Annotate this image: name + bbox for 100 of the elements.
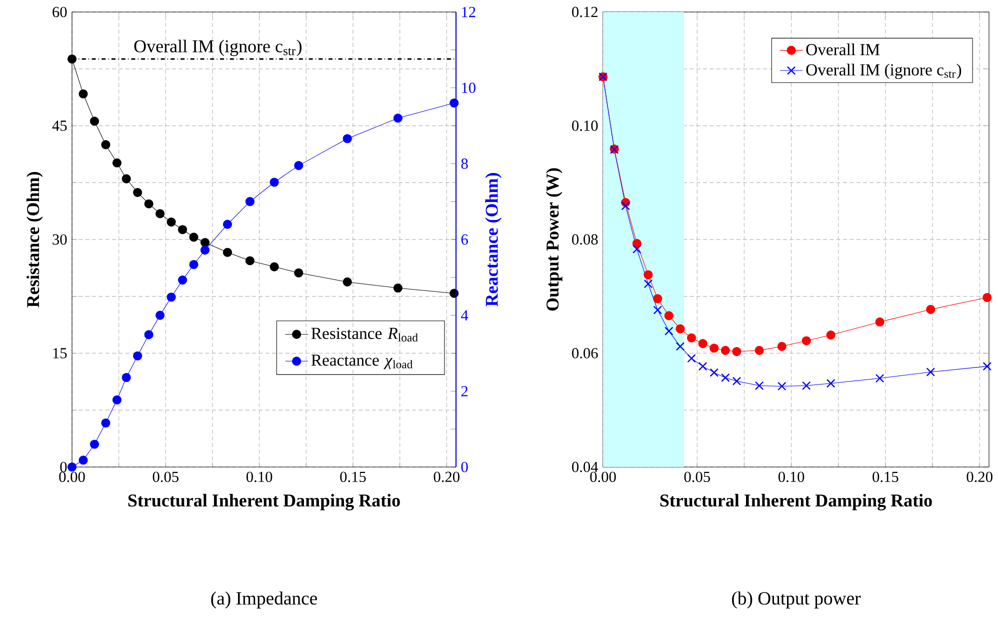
point xyxy=(178,225,188,234)
point xyxy=(90,440,100,449)
point xyxy=(778,382,786,391)
point xyxy=(189,232,198,242)
y2-tick-label: 8 xyxy=(461,158,468,169)
x-tick-label: 0.20 xyxy=(966,472,992,482)
point xyxy=(686,333,696,342)
point xyxy=(78,89,88,98)
y-tick-label: 0.04 xyxy=(572,462,598,472)
point xyxy=(676,324,685,334)
y-tick-label: 0.06 xyxy=(572,348,598,358)
point xyxy=(710,344,719,353)
x-axis-title: Structural Inherent Damping Ratio xyxy=(660,494,932,510)
y2-tick-label: 2 xyxy=(461,386,468,396)
point xyxy=(67,462,77,472)
point xyxy=(393,283,402,293)
point xyxy=(802,381,811,390)
y-tick-label: 0.08 xyxy=(572,234,598,245)
point xyxy=(754,346,764,355)
point xyxy=(200,238,210,248)
point xyxy=(200,246,210,255)
point xyxy=(294,161,304,170)
point xyxy=(754,381,764,390)
point xyxy=(122,372,131,382)
y-tick-label: 0.10 xyxy=(572,120,598,131)
y-axis-title: Output Power (W) xyxy=(546,168,562,311)
point xyxy=(698,362,708,371)
y2-tick-label: 6 xyxy=(461,234,468,245)
point xyxy=(982,292,992,302)
y2-tick-label: 0 xyxy=(461,462,468,472)
legend-label: Overall IM (ignore c$_{str}$) xyxy=(806,64,962,79)
point xyxy=(144,330,154,340)
point xyxy=(875,317,884,326)
point xyxy=(450,98,459,108)
point xyxy=(112,395,122,404)
point xyxy=(133,351,142,360)
x-tick-label: 0.05 xyxy=(152,472,178,482)
x-tick-label: 0.00 xyxy=(590,472,616,482)
legend-label: Reactance χ$_{load}$ xyxy=(311,354,413,370)
point xyxy=(720,346,730,355)
point xyxy=(144,199,154,208)
point xyxy=(621,202,630,210)
point xyxy=(112,158,122,168)
y2-tick-label: 4 xyxy=(461,310,468,320)
point xyxy=(777,342,786,351)
point xyxy=(294,268,304,278)
y2-tick-label: 12 xyxy=(462,6,476,18)
y-axis-title: Resistance (Ohm) xyxy=(26,172,43,308)
point xyxy=(222,220,232,229)
point xyxy=(664,311,674,320)
point xyxy=(732,376,742,386)
point xyxy=(166,218,176,227)
point xyxy=(676,342,685,351)
y-tick-label: 0.12 xyxy=(572,6,598,18)
point xyxy=(653,306,662,314)
y2-tick-label: 10 xyxy=(462,82,476,93)
point xyxy=(698,339,708,348)
point xyxy=(632,244,642,254)
point xyxy=(687,354,696,363)
point xyxy=(664,326,674,336)
point xyxy=(178,276,188,285)
ref-line-label: Overall IM (ignore c$_{str}$) xyxy=(134,40,302,56)
point xyxy=(732,346,742,356)
x-tick-label: 0.15 xyxy=(340,472,366,482)
text: (b) Output power xyxy=(732,592,861,608)
y-tick-label: 45 xyxy=(52,120,67,131)
point xyxy=(270,262,279,272)
y-tick-label: 30 xyxy=(52,234,67,245)
point xyxy=(156,209,165,218)
point xyxy=(710,368,718,377)
x-tick-label: 0.20 xyxy=(434,472,460,482)
point xyxy=(166,292,176,302)
y2-axis-title: Reactance (Ohm) xyxy=(485,173,502,306)
point xyxy=(644,270,653,280)
point xyxy=(826,330,836,340)
point xyxy=(101,418,110,428)
point xyxy=(926,304,936,314)
point xyxy=(982,362,992,371)
point xyxy=(270,178,279,187)
point xyxy=(156,310,165,320)
point xyxy=(78,456,88,465)
x-tick-label: 0.15 xyxy=(872,472,898,482)
y-tick-label: 60 xyxy=(52,6,67,18)
x-axis-title: Structural Inherent Damping Ratio xyxy=(128,494,400,510)
point xyxy=(644,279,653,288)
point xyxy=(122,174,131,184)
y-tick-label: 15 xyxy=(53,348,67,358)
x-tick-label: 0.00 xyxy=(59,472,85,482)
x-tick-label: 0.10 xyxy=(778,472,804,482)
x-tick-label: 0.05 xyxy=(684,472,710,482)
point xyxy=(342,277,352,286)
point xyxy=(101,140,110,150)
point xyxy=(802,336,811,346)
x-tick-label: 0.10 xyxy=(246,472,272,482)
legend-label: Overall IM xyxy=(806,44,880,56)
point xyxy=(90,116,100,126)
point xyxy=(222,248,232,257)
point xyxy=(133,188,142,198)
point xyxy=(189,260,198,270)
point xyxy=(826,379,836,388)
